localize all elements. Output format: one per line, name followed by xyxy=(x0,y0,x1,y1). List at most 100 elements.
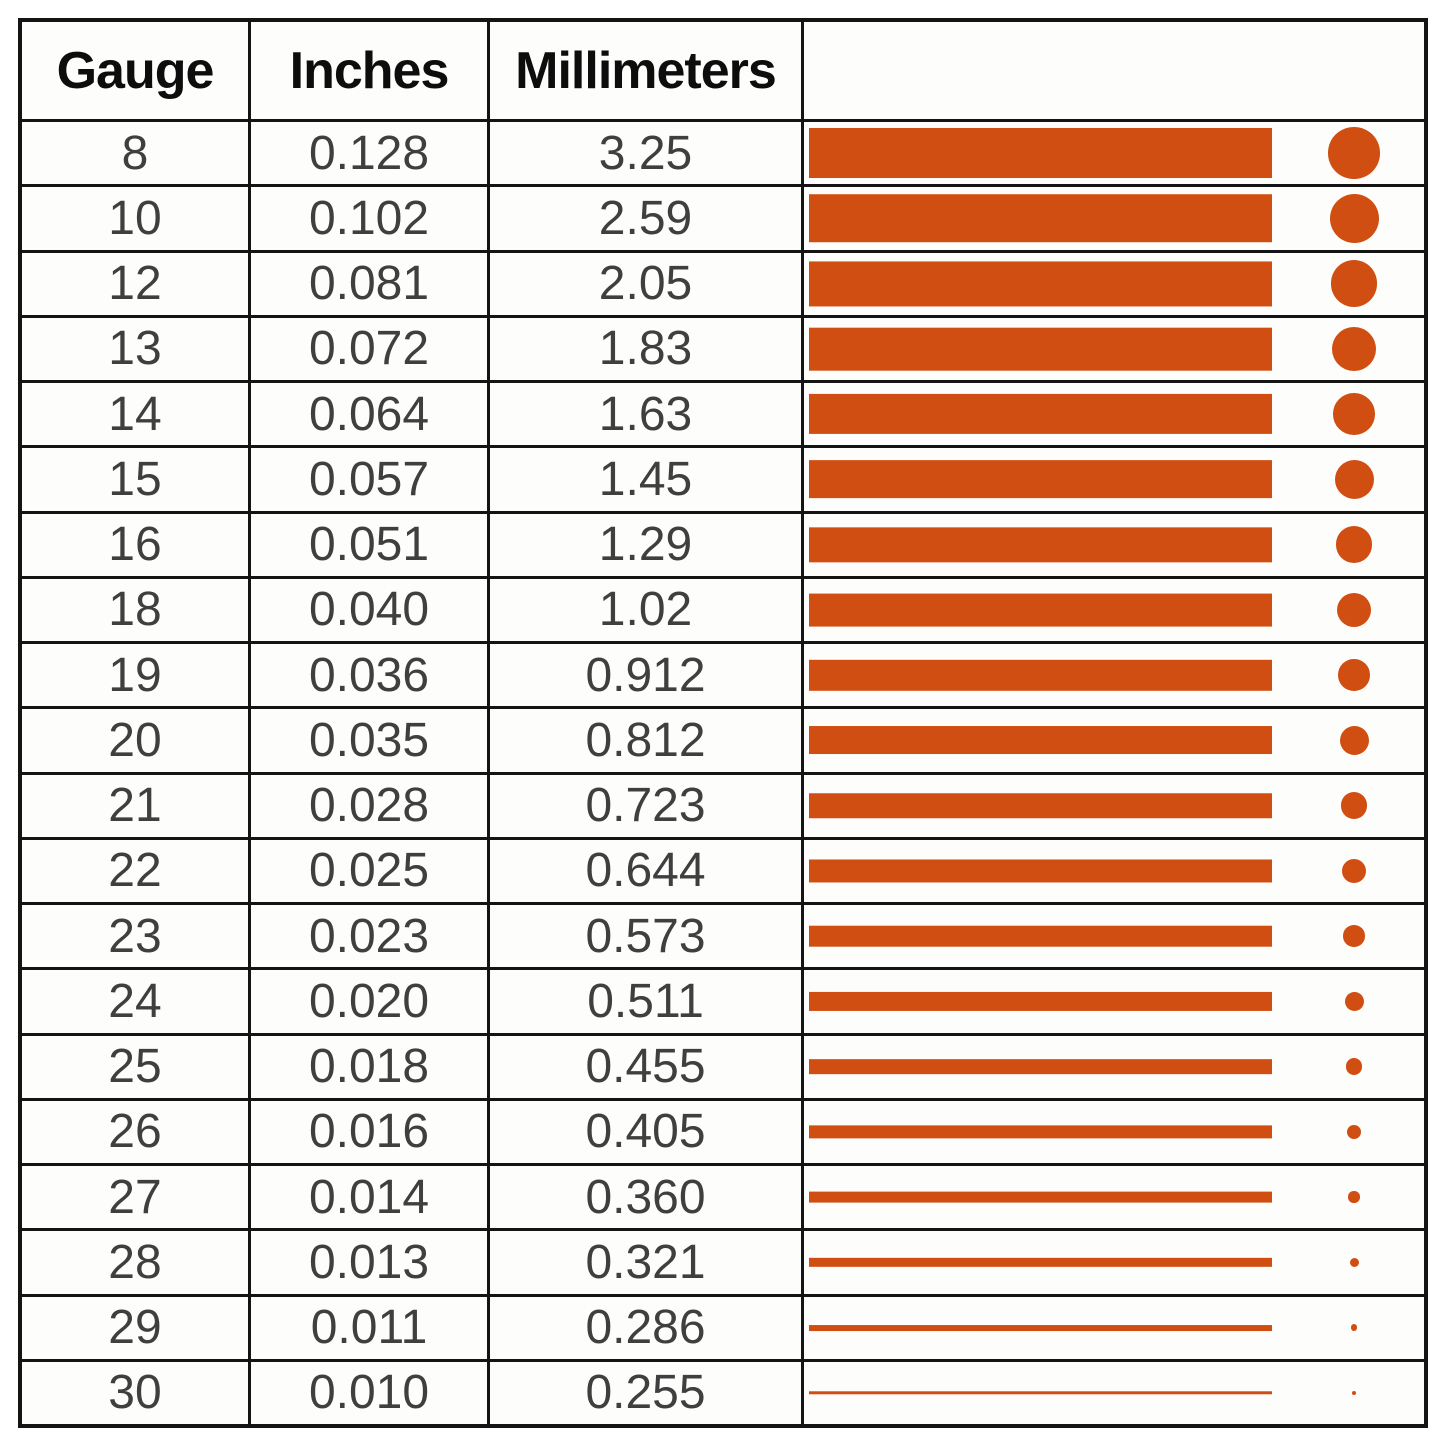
thickness-preview-cell xyxy=(801,1296,1424,1359)
wire-diameter-dot xyxy=(1348,1191,1360,1203)
wire-diameter-dot xyxy=(1334,459,1374,499)
gauge-value: 18 xyxy=(108,583,162,637)
wire-diameter-dot xyxy=(1337,592,1371,627)
wire-thickness-bar xyxy=(809,327,1272,371)
gauge-value: 16 xyxy=(108,518,162,572)
gauge-value: 20 xyxy=(108,713,162,767)
gauge-value: 12 xyxy=(108,257,162,311)
wire-diameter-dot-area xyxy=(1284,448,1424,510)
table-row-gauge-19: 19 0.036 0.912 xyxy=(22,641,1424,707)
millimeters-value: 1.83 xyxy=(487,317,801,380)
inches-value: 0.014 xyxy=(248,1166,487,1229)
millimeters-value: 0.723 xyxy=(487,774,801,837)
inches-value: 0.011 xyxy=(248,1296,487,1359)
wire-thickness-bar xyxy=(809,1191,1272,1203)
gauge-value: 21 xyxy=(108,779,162,833)
gauge-value: 28 xyxy=(108,1235,162,1289)
millimeters-value: 0.360 xyxy=(487,1166,801,1229)
wire-diameter-dot-area xyxy=(1284,1362,1424,1424)
wire-thickness-bar xyxy=(809,1058,1272,1075)
millimeters-value: 1.29 xyxy=(487,513,801,576)
wire-diameter-dot-area xyxy=(1284,1101,1424,1163)
millimeters-value: 0.573 xyxy=(487,905,801,968)
wire-diameter-dot-area xyxy=(1284,253,1424,315)
inches-value: 0.035 xyxy=(248,709,487,772)
table-row-gauge-22: 22 0.025 0.644 xyxy=(22,836,1424,902)
wire-diameter-dot xyxy=(1328,127,1380,179)
millimeters-value: 2.59 xyxy=(487,187,801,250)
gauge-value: 27 xyxy=(108,1170,162,1224)
millimeters-value: 0.405 xyxy=(487,1100,801,1163)
millimeters-value: 0.286 xyxy=(487,1296,801,1359)
table-row-gauge-16: 16 0.051 1.29 xyxy=(22,510,1424,576)
wire-diameter-dot xyxy=(1335,526,1373,563)
wire-diameter-dot-area xyxy=(1284,905,1424,967)
wire-thickness-bar xyxy=(809,992,1272,1011)
wire-thickness-bar xyxy=(809,128,1272,179)
gauge-value: 25 xyxy=(108,1040,162,1094)
wire-diameter-dot-area xyxy=(1284,644,1424,706)
inches-value: 0.028 xyxy=(248,774,487,837)
wire-diameter-dot xyxy=(1332,326,1376,371)
inches-value: 0.036 xyxy=(248,644,487,707)
millimeters-value: 3.25 xyxy=(487,122,801,185)
thickness-preview-cell xyxy=(801,448,1424,511)
table-row-gauge-24: 24 0.020 0.511 xyxy=(22,967,1424,1033)
wire-diameter-dot-area xyxy=(1284,122,1424,184)
table-row-gauge-25: 25 0.018 0.455 xyxy=(22,1032,1424,1098)
wire-diameter-dot-area xyxy=(1284,709,1424,771)
table-header-row: Gauge Inches Millimeters xyxy=(22,22,1424,119)
gauge-value: 22 xyxy=(108,844,162,898)
inches-value: 0.057 xyxy=(248,448,487,511)
thickness-preview-cell xyxy=(801,1100,1424,1163)
wire-thickness-bar xyxy=(809,1258,1272,1267)
inches-value: 0.072 xyxy=(248,317,487,380)
inches-value: 0.016 xyxy=(248,1100,487,1163)
thickness-preview-cell xyxy=(801,774,1424,837)
inches-value: 0.020 xyxy=(248,970,487,1033)
wire-thickness-bar xyxy=(809,194,1272,243)
gauge-value: 24 xyxy=(108,974,162,1028)
thickness-preview-cell xyxy=(801,513,1424,576)
wire-gauge-table: Gauge Inches Millimeters 8 0.128 3.25 10 0.1… xyxy=(18,18,1428,1428)
thickness-preview-cell xyxy=(801,122,1424,185)
millimeters-value: 0.255 xyxy=(487,1361,801,1424)
wire-diameter-dot-area xyxy=(1284,383,1424,445)
wire-diameter-dot xyxy=(1330,260,1378,307)
millimeters-value: 0.511 xyxy=(487,970,801,1033)
wire-thickness-bar xyxy=(809,460,1272,499)
wire-diameter-dot xyxy=(1329,193,1379,243)
thickness-preview-cell xyxy=(801,383,1424,446)
wire-thickness-bar xyxy=(809,1125,1272,1139)
wire-diameter-dot-area xyxy=(1284,514,1424,576)
wire-thickness-bar xyxy=(809,659,1272,691)
millimeters-value: 0.812 xyxy=(487,709,801,772)
table-row-gauge-20: 20 0.035 0.812 xyxy=(22,706,1424,772)
wire-thickness-bar xyxy=(809,394,1272,435)
wire-diameter-dot xyxy=(1349,1257,1359,1267)
wire-diameter-dot xyxy=(1352,1390,1356,1395)
wire-diameter-dot-area xyxy=(1284,1166,1424,1228)
millimeters-value: 0.912 xyxy=(487,644,801,707)
inches-value: 0.013 xyxy=(248,1231,487,1294)
table-row-gauge-26: 26 0.016 0.405 xyxy=(22,1097,1424,1163)
thickness-preview-cell xyxy=(801,905,1424,968)
table-row-gauge-27: 27 0.014 0.360 xyxy=(22,1163,1424,1229)
millimeters-value: 1.45 xyxy=(487,448,801,511)
table-row-gauge-13: 13 0.072 1.83 xyxy=(22,314,1424,380)
gauge-value: 14 xyxy=(108,387,162,441)
wire-diameter-dot xyxy=(1342,858,1366,883)
inches-value: 0.102 xyxy=(248,187,487,250)
gauge-value: 23 xyxy=(108,909,162,963)
table-row-gauge-30: 30 0.010 0.255 xyxy=(22,1358,1424,1424)
millimeters-value: 0.455 xyxy=(487,1035,801,1098)
gauge-value: 26 xyxy=(108,1105,162,1159)
wire-diameter-dot xyxy=(1339,725,1369,755)
wire-thickness-bar xyxy=(809,792,1272,819)
millimeters-value: 1.02 xyxy=(487,578,801,641)
thickness-preview-cell xyxy=(801,709,1424,772)
inches-value: 0.064 xyxy=(248,383,487,446)
wire-diameter-dot-area xyxy=(1284,970,1424,1032)
thickness-preview-cell xyxy=(801,839,1424,902)
thickness-preview-cell xyxy=(801,644,1424,707)
